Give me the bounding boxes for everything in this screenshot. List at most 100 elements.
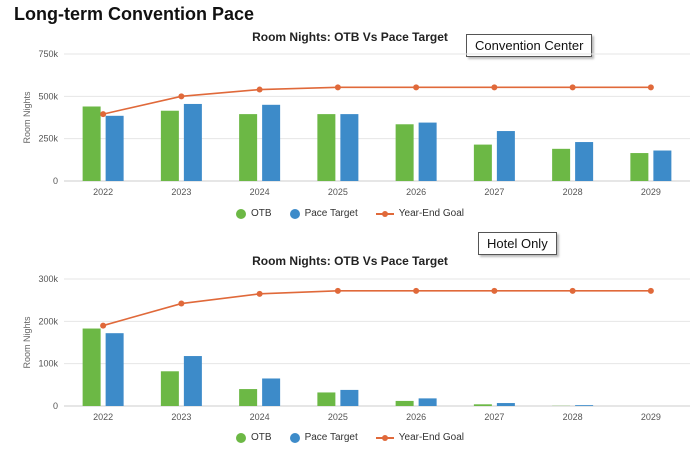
point-year-end-goal[interactable] (491, 84, 498, 91)
legend-marker-year-end-goal (375, 209, 394, 219)
bar-pace-target[interactable] (418, 398, 437, 406)
x-tick-label: 2028 (563, 412, 583, 420)
chart-hotel-only: Room Nights: OTB Vs Pace Target Hotel On… (0, 232, 700, 452)
point-year-end-goal[interactable] (647, 84, 654, 91)
y-tick-label: 750k (38, 49, 58, 59)
bar-otb[interactable] (395, 124, 414, 181)
bar-pace-target[interactable] (575, 142, 594, 181)
y-tick-label: 0 (53, 401, 58, 411)
x-tick-label: 2024 (250, 412, 270, 420)
bar-otb[interactable] (552, 148, 571, 181)
x-tick-label: 2029 (641, 187, 661, 197)
legend-label-pace-target: Pace Target (304, 432, 358, 443)
bar-pace-target[interactable] (340, 389, 359, 406)
point-year-end-goal[interactable] (334, 84, 341, 91)
bar-pace-target[interactable] (105, 333, 124, 406)
y-tick-label: 300k (38, 274, 58, 284)
annotation-convention-center: Convention Center (466, 34, 593, 57)
legend-label-otb: OTB (251, 432, 272, 443)
line-year-end-goal (102, 290, 651, 327)
chart-convention-center: Room Nights: OTB Vs Pace Target Conventi… (0, 26, 700, 226)
x-tick-label: 2023 (171, 412, 191, 420)
bar-otb[interactable] (82, 328, 101, 406)
bar-pace-target[interactable] (575, 405, 594, 406)
legend-marker-year-end-goal (375, 433, 394, 443)
bar-pace-target[interactable] (183, 356, 202, 406)
bar-pace-target[interactable] (262, 378, 281, 406)
point-year-end-goal[interactable] (413, 287, 420, 294)
legend-item-year-end-goal[interactable]: Year-End Goal (375, 208, 464, 219)
line-year-end-goal (102, 86, 651, 115)
legend-label-year-end-goal: Year-End Goal (398, 432, 464, 443)
chart-title: Room Nights: OTB Vs Pace Target (252, 254, 448, 268)
point-year-end-goal[interactable] (256, 86, 263, 93)
legend-item-otb[interactable]: OTB (236, 208, 272, 219)
y-tick-label: 500k (38, 91, 58, 101)
legend-item-otb[interactable]: OTB (236, 432, 272, 443)
y-tick-label: 250k (38, 134, 58, 144)
point-year-end-goal[interactable] (178, 93, 185, 100)
point-year-end-goal[interactable] (100, 322, 107, 329)
chart-plot: 0 250k 500k 750k Room Nights 2022 2023 2024 2025… (22, 49, 690, 197)
chart-title: Room Nights: OTB Vs Pace Target (252, 30, 448, 44)
bar-otb[interactable] (239, 389, 258, 406)
bar-pace-target[interactable] (653, 150, 672, 181)
legend-marker-pace-target (289, 432, 300, 443)
bar-pace-target[interactable] (496, 131, 515, 181)
point-year-end-goal[interactable] (178, 300, 185, 307)
bar-pace-target[interactable] (262, 104, 281, 181)
bar-pace-target[interactable] (496, 403, 515, 406)
legend: OTB Pace Target Year-End Goal (0, 208, 700, 219)
x-tick-label: 2026 (406, 412, 426, 420)
legend-marker-pace-target (289, 208, 300, 219)
point-year-end-goal[interactable] (100, 111, 107, 118)
y-axis-label: Room Nights (22, 316, 32, 369)
x-tick-label: 2022 (93, 412, 113, 420)
point-year-end-goal[interactable] (569, 84, 576, 91)
x-tick-label: 2027 (484, 187, 504, 197)
legend-item-pace-target[interactable]: Pace Target (289, 208, 358, 219)
bar-otb[interactable] (630, 153, 649, 181)
point-year-end-goal[interactable] (647, 287, 654, 294)
point-year-end-goal[interactable] (413, 84, 420, 91)
chart-plot: 0 100k 200k 300k Room Nights 2022 2023 2024 2025… (22, 274, 690, 420)
bar-otb[interactable] (395, 400, 414, 406)
point-year-end-goal[interactable] (334, 287, 341, 294)
bar-otb[interactable] (317, 114, 336, 181)
x-tick-label: 2023 (171, 187, 191, 197)
y-tick-label: 200k (38, 316, 58, 326)
bar-otb[interactable] (160, 371, 179, 406)
bar-otb[interactable] (473, 404, 492, 406)
bar-pace-target[interactable] (183, 103, 202, 181)
legend-label-otb: OTB (251, 208, 272, 219)
legend: OTB Pace Target Year-End Goal (0, 432, 700, 443)
x-tick-label: 2029 (641, 412, 661, 420)
bar-otb[interactable] (317, 392, 336, 406)
bar-pace-target[interactable] (340, 114, 359, 181)
point-year-end-goal[interactable] (569, 287, 576, 294)
bar-otb[interactable] (82, 106, 101, 181)
bar-otb[interactable] (239, 114, 258, 181)
legend-marker-otb (236, 208, 246, 219)
legend-item-year-end-goal[interactable]: Year-End Goal (375, 432, 464, 443)
point-year-end-goal[interactable] (491, 287, 498, 294)
x-tick-label: 2028 (563, 187, 583, 197)
x-tick-label: 2025 (328, 187, 348, 197)
annotation-hotel-only: Hotel Only (478, 232, 557, 255)
legend-label-year-end-goal: Year-End Goal (398, 208, 464, 219)
bar-otb[interactable] (473, 144, 492, 181)
x-tick-label: 2027 (484, 412, 504, 420)
y-axis-label: Room Nights (22, 91, 32, 144)
bar-otb[interactable] (160, 110, 179, 181)
y-tick-label: 0 (53, 176, 58, 186)
page-title: Long-term Convention Pace (14, 4, 255, 24)
point-year-end-goal[interactable] (256, 290, 263, 297)
y-tick-label: 100k (38, 359, 58, 369)
legend-label-pace-target: Pace Target (304, 208, 358, 219)
x-tick-label: 2022 (93, 187, 113, 197)
legend-marker-otb (236, 432, 246, 443)
bar-pace-target[interactable] (418, 122, 437, 181)
bar-pace-target[interactable] (105, 115, 124, 181)
x-tick-label: 2025 (328, 412, 348, 420)
legend-item-pace-target[interactable]: Pace Target (289, 432, 358, 443)
